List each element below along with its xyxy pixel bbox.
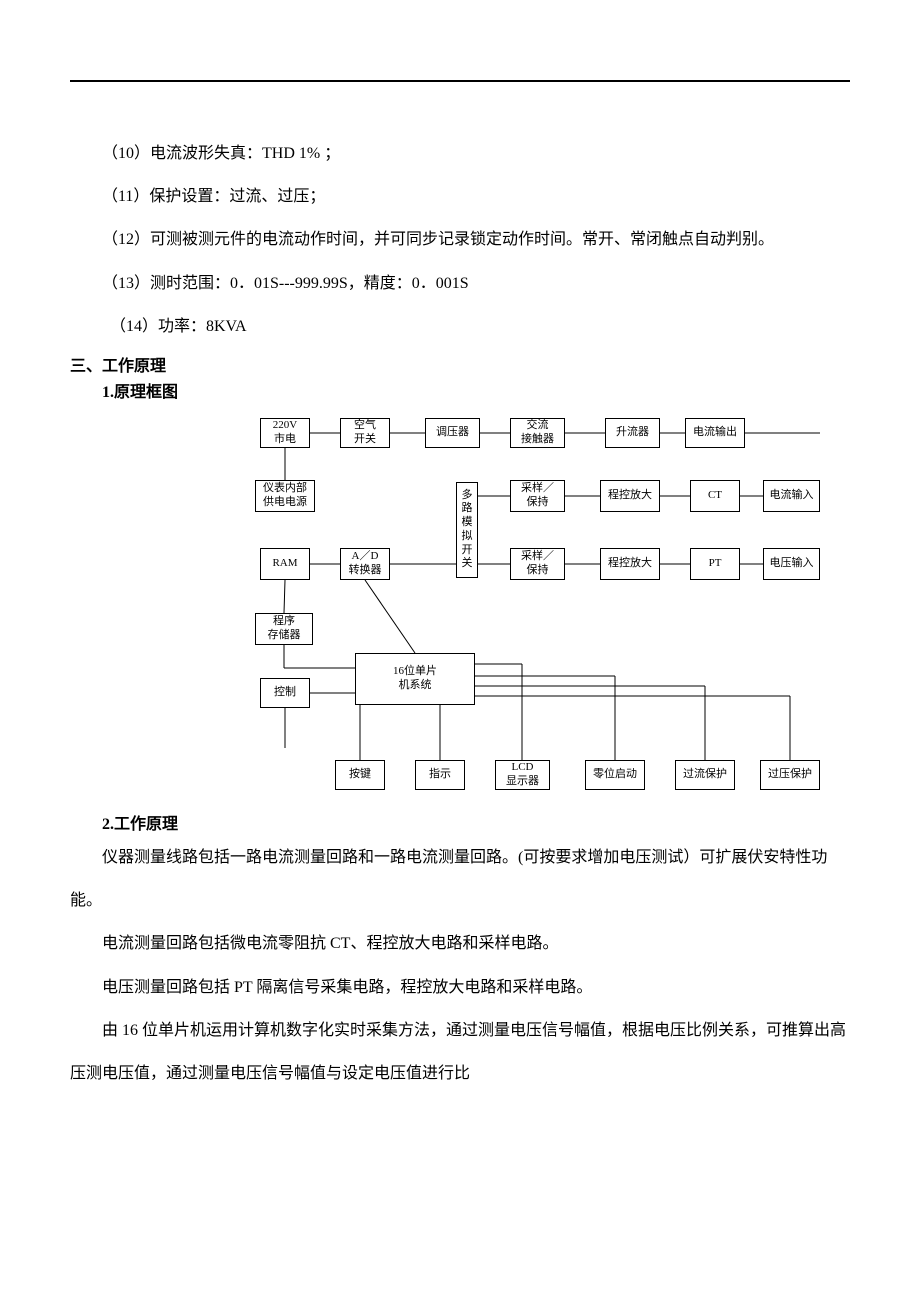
diagram-box-n12: 电流输入 (763, 480, 820, 512)
diagram-box-n5: 升流器 (605, 418, 660, 448)
diagram-box-n24: LCD 显示器 (495, 760, 550, 790)
diagram-box-n20: 16位单片 机系统 (355, 653, 475, 705)
spec-item-14: （14）功率：8KVA (70, 305, 850, 348)
section-3-heading: 三、工作原理 (70, 352, 850, 376)
principle-para-b: 电流测量回路包括微电流零阻抗 CT、程控放大电路和采样电路。 (70, 922, 850, 965)
diagram-box-n1: 220V 市电 (260, 418, 310, 448)
section-3-2-heading: 2.工作原理 (102, 810, 850, 834)
diagram-box-n8: 多 路 模 拟 开 关 (456, 482, 478, 578)
diagram-box-n10: 程控放大 (600, 480, 660, 512)
diagram-box-n22: 按键 (335, 760, 385, 790)
diagram-box-n11: CT (690, 480, 740, 512)
diagram-box-n21: 控制 (260, 678, 310, 708)
principle-para-d: 由 16 位单片机运用计算机数字化实时采集方法，通过测量电压信号幅值，根据电压比… (70, 1009, 850, 1095)
principle-para-a: 仪器测量线路包括一路电流测量回路和一路电流测量回路。(可按要求增加电压测试）可扩… (70, 836, 850, 922)
spec-item-13: （13）测时范围：0．01S---999.99S，精度：0．001S (70, 262, 850, 305)
principle-para-c: 电压测量回路包括 PT 隔离信号采集电路，程控放大电路和采样电路。 (70, 966, 850, 1009)
diagram-box-n26: 过流保护 (675, 760, 735, 790)
diagram-box-n18: 电压输入 (763, 548, 820, 580)
diagram-box-n7: 仪表内部 供电电源 (255, 480, 315, 512)
diagram-box-n23: 指示 (415, 760, 465, 790)
spec-item-11: （11）保护设置：过流、过压； (70, 175, 850, 218)
diagram-box-n3: 调压器 (425, 418, 480, 448)
diagram-box-n2: 空气 开关 (340, 418, 390, 448)
diagram-connections (160, 408, 820, 808)
diagram-box-n25: 零位启动 (585, 760, 645, 790)
page: （10）电流波形失真：THD 1% ； （11）保护设置：过流、过压； （12）… (0, 0, 920, 1300)
diagram-box-n27: 过压保护 (760, 760, 820, 790)
diagram-box-n17: PT (690, 548, 740, 580)
diagram-box-n15: 采样／ 保持 (510, 548, 565, 580)
diagram-box-n9: 采样／ 保持 (510, 480, 565, 512)
spec-item-10: （10）电流波形失真：THD 1% ； (70, 132, 850, 175)
block-diagram: 220V 市电空气 开关 调压器交流 接触器 升流器电流输出仪表内部 供电电源 多 路… (160, 408, 820, 808)
header-rule (70, 80, 850, 82)
diagram-box-n4: 交流 接触器 (510, 418, 565, 448)
diagram-box-n13: RAM (260, 548, 310, 580)
diagram-box-n6: 电流输出 (685, 418, 745, 448)
spec-item-12: （12）可测被测元件的电流动作时间，并可同步记录锁定动作时间。常开、常闭触点自动… (70, 218, 850, 261)
section-3-1-heading: 1.原理框图 (102, 378, 850, 402)
diagram-box-n16: 程控放大 (600, 548, 660, 580)
diagram-box-n19: 程序 存储器 (255, 613, 313, 645)
diagram-box-n14: A／D 转换器 (340, 548, 390, 580)
